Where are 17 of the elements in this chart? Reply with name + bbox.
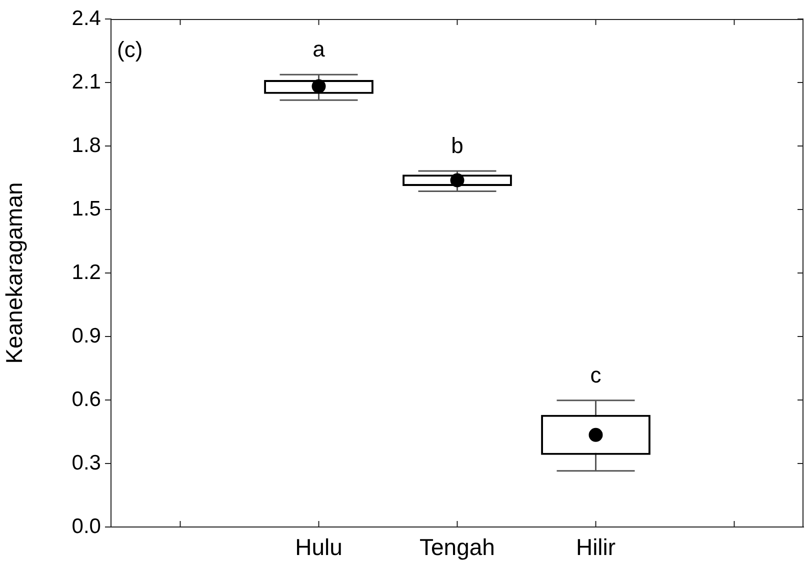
y-tick-label: 0.9	[72, 324, 101, 348]
annotation: b	[451, 133, 464, 158]
y-tick-label: 1.5	[72, 197, 101, 220]
annotation: (c)	[117, 37, 143, 62]
annotation: a	[312, 36, 326, 62]
y-tick-label: 1.8	[72, 134, 101, 157]
annotation: c	[590, 362, 602, 388]
x-tick-label: Tengah	[420, 534, 495, 560]
x-tick-label: Hilir	[576, 534, 616, 560]
y-axis-title: Keanekaragaman	[1, 182, 28, 364]
y-tick-label: 0.6	[72, 388, 101, 411]
y-tick-label: 0.3	[72, 451, 101, 474]
y-tick-label: 2.4	[72, 6, 102, 30]
y-tick-label: 2.1	[72, 70, 101, 94]
y-tick-label: 0.0	[72, 514, 101, 538]
y-tick-label: 1.2	[72, 260, 101, 284]
x-tick-label: Hulu	[295, 534, 342, 560]
